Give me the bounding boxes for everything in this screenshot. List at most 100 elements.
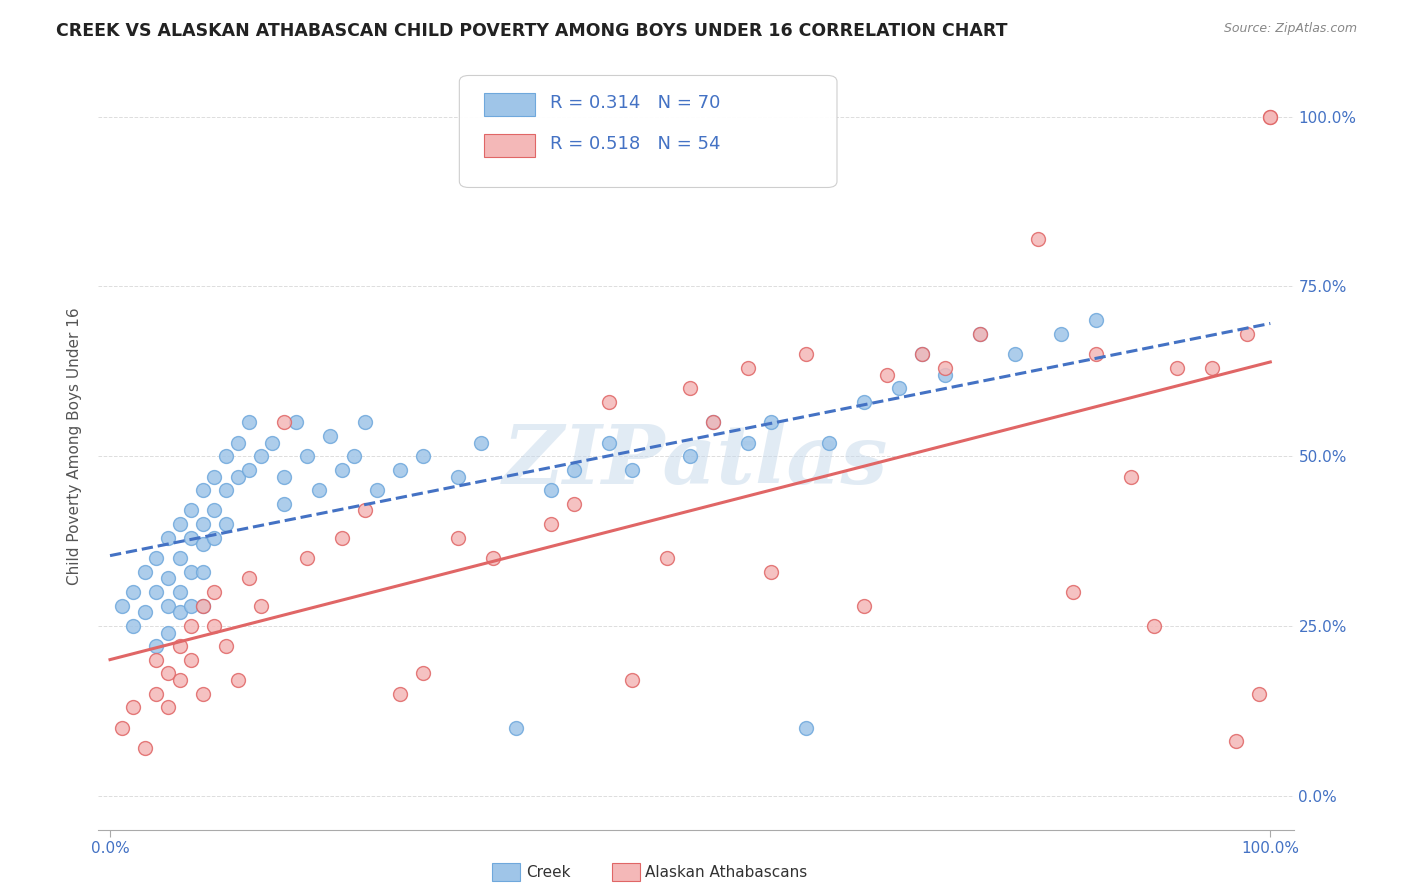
- Point: [655, 551, 678, 566]
- Text: R = 0.518   N = 54: R = 0.518 N = 54: [550, 135, 721, 153]
- Point: [145, 640, 167, 654]
- Point: [157, 700, 180, 714]
- Point: [540, 517, 562, 532]
- Point: [191, 483, 214, 497]
- Point: [412, 666, 434, 681]
- Point: [180, 565, 202, 579]
- Point: [330, 531, 353, 545]
- Point: [262, 435, 284, 450]
- Point: [1143, 619, 1166, 633]
- Point: [204, 619, 226, 633]
- Point: [284, 415, 307, 429]
- Point: [238, 415, 260, 429]
- Text: R = 0.314   N = 70: R = 0.314 N = 70: [550, 94, 720, 112]
- Point: [794, 347, 817, 361]
- Point: [191, 537, 214, 551]
- FancyBboxPatch shape: [485, 93, 534, 116]
- Point: [1062, 585, 1084, 599]
- Point: [911, 347, 934, 361]
- Point: [598, 435, 620, 450]
- Point: [412, 449, 434, 463]
- Point: [238, 463, 260, 477]
- Point: [134, 741, 156, 756]
- Point: [876, 368, 898, 382]
- Point: [180, 619, 202, 633]
- Point: [1085, 313, 1108, 327]
- Point: [761, 565, 783, 579]
- Point: [273, 415, 295, 429]
- Point: [169, 585, 191, 599]
- Point: [1236, 326, 1258, 341]
- Point: [737, 435, 759, 450]
- Point: [180, 503, 202, 517]
- Point: [157, 571, 180, 585]
- Point: [679, 381, 702, 395]
- Point: [354, 503, 377, 517]
- Text: CREEK VS ALASKAN ATHABASCAN CHILD POVERTY AMONG BOYS UNDER 16 CORRELATION CHART: CREEK VS ALASKAN ATHABASCAN CHILD POVERT…: [56, 22, 1008, 40]
- Point: [1026, 232, 1049, 246]
- Point: [853, 599, 876, 613]
- Point: [169, 605, 191, 619]
- FancyBboxPatch shape: [485, 134, 534, 157]
- Point: [145, 653, 167, 667]
- Text: Creek: Creek: [526, 865, 571, 880]
- Point: [1225, 734, 1247, 748]
- Point: [598, 395, 620, 409]
- Point: [319, 429, 342, 443]
- Point: [887, 381, 910, 395]
- Point: [145, 585, 167, 599]
- Point: [157, 599, 180, 613]
- Point: [1119, 469, 1142, 483]
- Point: [343, 449, 366, 463]
- Point: [354, 415, 377, 429]
- Point: [702, 415, 724, 429]
- Point: [1258, 110, 1281, 124]
- Point: [204, 503, 226, 517]
- Point: [1085, 347, 1108, 361]
- Point: [297, 449, 319, 463]
- Point: [226, 469, 249, 483]
- Point: [157, 666, 180, 681]
- Point: [934, 368, 956, 382]
- Point: [169, 640, 191, 654]
- Point: [122, 619, 145, 633]
- Point: [330, 463, 353, 477]
- Point: [853, 395, 876, 409]
- Point: [169, 551, 191, 566]
- Point: [297, 551, 319, 566]
- Point: [157, 531, 180, 545]
- Point: [122, 585, 145, 599]
- Y-axis label: Child Poverty Among Boys Under 16: Child Poverty Among Boys Under 16: [67, 307, 83, 585]
- Point: [1201, 360, 1223, 375]
- Point: [134, 565, 156, 579]
- Point: [215, 517, 238, 532]
- Point: [169, 517, 191, 532]
- Point: [204, 585, 226, 599]
- Point: [562, 497, 585, 511]
- Point: [273, 497, 295, 511]
- Point: [145, 551, 167, 566]
- Point: [562, 463, 585, 477]
- FancyBboxPatch shape: [460, 76, 837, 187]
- Point: [969, 326, 991, 341]
- Point: [1166, 360, 1188, 375]
- Point: [794, 721, 817, 735]
- Point: [111, 599, 134, 613]
- Point: [111, 721, 134, 735]
- Point: [737, 360, 759, 375]
- Text: Source: ZipAtlas.com: Source: ZipAtlas.com: [1223, 22, 1357, 36]
- Point: [191, 565, 214, 579]
- Point: [180, 599, 202, 613]
- Point: [308, 483, 330, 497]
- Point: [238, 571, 260, 585]
- Point: [191, 687, 214, 701]
- Point: [447, 531, 470, 545]
- Point: [191, 517, 214, 532]
- Point: [679, 449, 702, 463]
- Point: [505, 721, 527, 735]
- Point: [447, 469, 470, 483]
- Point: [389, 463, 412, 477]
- Point: [134, 605, 156, 619]
- Point: [191, 599, 214, 613]
- Point: [180, 531, 202, 545]
